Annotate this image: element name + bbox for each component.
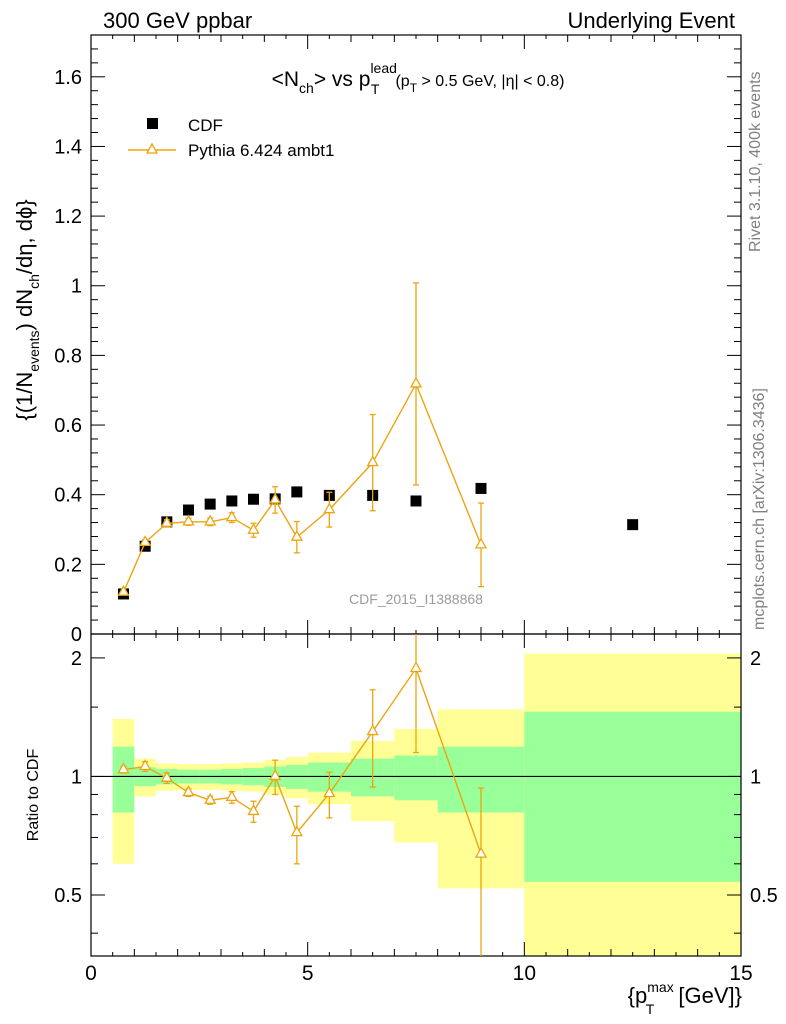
side-label-upper: Rivet 3.1.10, 400k events bbox=[747, 71, 764, 252]
pythia-ratio-point bbox=[474, 846, 488, 858]
band-green bbox=[112, 746, 135, 813]
cdf-point bbox=[248, 493, 259, 505]
pythia-ratio-point bbox=[160, 770, 173, 782]
band-green bbox=[524, 711, 741, 882]
legend-cdf-marker bbox=[147, 118, 158, 129]
x-axis-label: {pmax T [GeV]} bbox=[628, 979, 742, 1017]
cdf-point bbox=[291, 486, 303, 498]
ylabel-a: {(1/N bbox=[12, 372, 37, 421]
title-paren-b: > 0.5 GeV, |η| < 0.8) bbox=[417, 73, 564, 90]
pythia-point bbox=[225, 510, 238, 522]
title-paren-sub: T bbox=[410, 81, 418, 95]
pythia-point bbox=[290, 529, 303, 541]
pythia-ratio-point bbox=[323, 786, 336, 798]
ylabel-b: ) dN bbox=[12, 289, 37, 331]
ratio-y-tick-label-right: 2 bbox=[750, 648, 761, 670]
y-tick-label: 0.4 bbox=[54, 485, 82, 507]
cdf-point bbox=[475, 482, 487, 494]
xlabel-sub: T bbox=[646, 1001, 655, 1017]
y-tick-label: 1 bbox=[71, 276, 82, 298]
ratio-y-tick-label-left: 0.5 bbox=[54, 885, 82, 907]
pythia-point bbox=[247, 522, 260, 534]
ylabel-a-sub: events bbox=[26, 330, 42, 371]
ratio-y-axis-label: Ratio to CDF bbox=[25, 749, 42, 842]
title-paren-a: (p bbox=[395, 73, 409, 90]
legend: CDF Pythia 6.424 ambt1 bbox=[128, 116, 334, 160]
y-tick-label: 0 bbox=[71, 624, 82, 646]
ratio-y-tick-label-left: 1 bbox=[71, 766, 82, 788]
pythia-point bbox=[204, 514, 217, 526]
legend-pythia-label: Pythia 6.424 ambt1 bbox=[188, 141, 334, 160]
ratio-y-tick-label-right: 0.5 bbox=[750, 885, 778, 907]
ylabel-b-sub: ch bbox=[26, 274, 42, 289]
pythia-ratio-point bbox=[366, 724, 379, 736]
x-tick-label: 0 bbox=[85, 962, 97, 985]
pythia-point bbox=[409, 376, 423, 388]
cdf-point bbox=[204, 498, 216, 510]
pythia-ratio-point bbox=[409, 661, 423, 673]
legend-cdf-label: CDF bbox=[188, 116, 223, 135]
pythia-point bbox=[182, 514, 195, 526]
y-tick-label: 1.2 bbox=[54, 206, 82, 228]
ratio-y-tick-label-left: 2 bbox=[71, 648, 82, 670]
xlabel-pre: {p bbox=[628, 983, 648, 1008]
title-mid: > vs p bbox=[314, 68, 371, 91]
title-mid-sub: T bbox=[371, 81, 380, 97]
cdf-point bbox=[410, 495, 422, 507]
x-tick-label: 15 bbox=[729, 962, 752, 985]
xlabel-post: [GeV]} bbox=[672, 983, 742, 1008]
y-tick-label: 0.2 bbox=[54, 554, 82, 576]
cdf-point bbox=[627, 519, 639, 531]
axes: 0 5 10 15 0 0.2 0.4 0.6 0.8 1 1.2 1.4 1.6 0.5 0.5 1 1 2 2 bbox=[54, 34, 778, 985]
y-tick-label: 0.8 bbox=[54, 345, 82, 367]
cdf-point bbox=[183, 504, 194, 516]
pythia-ratio-point bbox=[290, 825, 303, 837]
y-axis-label: {(1/Nevents) dNch/dη, dϕ} bbox=[12, 199, 42, 420]
pythia-ratio-point bbox=[117, 762, 130, 774]
pythia-point bbox=[269, 492, 282, 504]
pythia-ratio-point bbox=[247, 804, 260, 816]
pythia-point bbox=[117, 584, 130, 596]
pythia-point bbox=[160, 515, 173, 527]
cdf-point bbox=[226, 495, 238, 507]
ylabel-c: /dη, dϕ} bbox=[12, 199, 37, 274]
pythia-ratio-point bbox=[225, 790, 238, 801]
pythia-point bbox=[139, 535, 152, 547]
pythia-ratio-point bbox=[269, 769, 282, 781]
title-main-sub: ch bbox=[299, 80, 314, 96]
header-left: 300 GeV ppbar bbox=[103, 8, 252, 33]
x-tick-label: 5 bbox=[302, 962, 314, 985]
y-tick-label: 0.6 bbox=[54, 415, 82, 437]
y-tick-label: 1.4 bbox=[54, 136, 82, 158]
data-series bbox=[117, 282, 639, 956]
pythia-ratio-point bbox=[204, 792, 217, 804]
pythia-ratio-point bbox=[182, 785, 195, 797]
header-right: Underlying Event bbox=[567, 8, 735, 33]
ratio-y-tick-label-right: 1 bbox=[750, 766, 761, 788]
chart-title: <Nch> vs plead T (pT > 0.5 GeV, |η| < 0.8) bbox=[272, 60, 565, 97]
band-green bbox=[394, 755, 438, 801]
pythia-point bbox=[323, 502, 336, 514]
xlabel-sup: max bbox=[647, 979, 673, 995]
y-tick-label: 1.6 bbox=[54, 67, 82, 89]
pythia-point bbox=[366, 455, 379, 467]
pythia-ratio-point bbox=[139, 759, 152, 771]
x-tick-label: 10 bbox=[513, 962, 536, 985]
title-main: <N bbox=[272, 68, 299, 91]
side-label-lower: mcplots.cern.ch [arXiv:1306.3436] bbox=[751, 388, 768, 630]
pythia-point bbox=[474, 537, 488, 549]
watermark: CDF_2015_I1388868 bbox=[349, 591, 483, 607]
cdf-point bbox=[139, 540, 151, 552]
title-mid-sup: lead bbox=[370, 60, 396, 76]
legend-pythia-marker bbox=[145, 142, 159, 154]
